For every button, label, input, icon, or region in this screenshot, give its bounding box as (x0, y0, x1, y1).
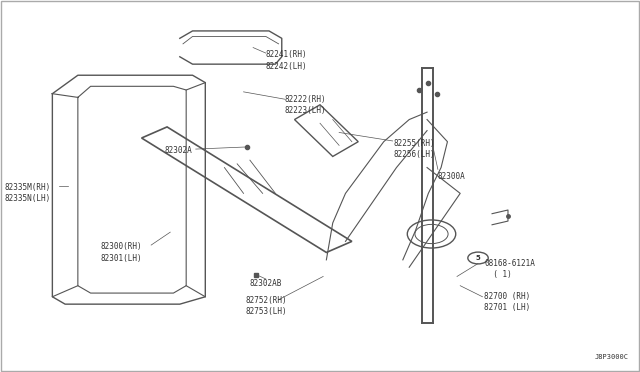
Text: 82752(RH)
82753(LH): 82752(RH) 82753(LH) (245, 296, 287, 316)
Text: 82300A: 82300A (438, 172, 466, 181)
Text: 82241(RH)
82242(LH): 82241(RH) 82242(LH) (266, 51, 307, 71)
Text: 82335M(RH)
82335N(LH): 82335M(RH) 82335N(LH) (4, 183, 51, 203)
Text: 82255(RH)
82256(LH): 82255(RH) 82256(LH) (394, 139, 435, 159)
Text: 82302AB: 82302AB (250, 279, 282, 288)
Text: 08168-6121A
  ( 1): 08168-6121A ( 1) (484, 259, 535, 279)
Text: 5: 5 (476, 255, 481, 261)
Text: 82222(RH)
82223(LH): 82222(RH) 82223(LH) (285, 95, 326, 115)
Text: 82700 (RH)
82701 (LH): 82700 (RH) 82701 (LH) (484, 292, 531, 312)
Text: J8P3000C: J8P3000C (595, 353, 629, 359)
Text: 82300(RH)
82301(LH): 82300(RH) 82301(LH) (100, 243, 142, 263)
Text: 82302A: 82302A (165, 147, 193, 155)
